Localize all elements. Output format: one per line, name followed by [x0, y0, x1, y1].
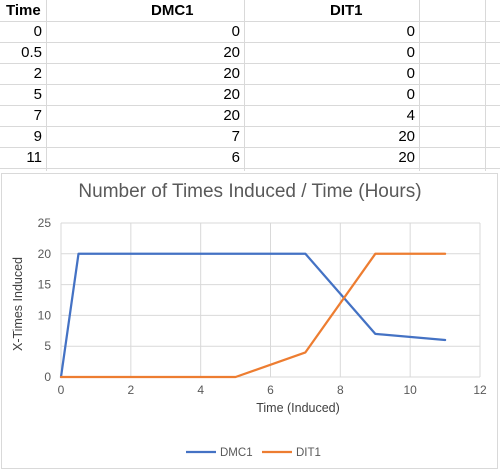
- legend-item-dmc1: DMC1: [186, 447, 253, 459]
- x-tick-label: 4: [197, 383, 204, 397]
- row-divider: [0, 168, 500, 169]
- table-cell[interactable]: 20: [223, 65, 240, 82]
- row-divider: [0, 63, 500, 64]
- y-axis-title: X-Times Induced: [11, 257, 25, 351]
- column-divider: [244, 0, 245, 171]
- table-cell[interactable]: 20: [398, 128, 415, 145]
- row-divider: [0, 84, 500, 85]
- column-divider: [46, 0, 47, 171]
- table-cell[interactable]: 0: [406, 44, 415, 61]
- gridlines: [60, 222, 481, 378]
- table-cell[interactable]: 0: [406, 65, 415, 82]
- row-divider: [0, 42, 500, 43]
- x-tick-label: 10: [403, 383, 417, 397]
- y-tick-label: 25: [38, 216, 52, 230]
- y-axis: 0 5 10 15 20 25: [38, 216, 52, 384]
- chart-object[interactable]: Number of Times Induced / Time (Hours) 0…: [1, 173, 498, 469]
- table-cell[interactable]: 7: [33, 107, 42, 124]
- x-axis: 0 2 4 6 8 10 12: [58, 383, 487, 397]
- series-line-dit1: [59, 252, 447, 379]
- y-tick-label: 5: [44, 339, 51, 353]
- header-cell-dmc1[interactable]: DMC1: [151, 2, 194, 19]
- header-cell-dit1[interactable]: DIT1: [330, 2, 363, 19]
- column-divider: [419, 0, 420, 171]
- x-tick-label: 12: [473, 383, 487, 397]
- x-tick-label: 8: [337, 383, 344, 397]
- series-line-dmc1: [59, 252, 447, 379]
- y-tick-label: 20: [38, 247, 52, 261]
- row-divider: [0, 105, 500, 106]
- legend-label: DMC1: [220, 447, 253, 459]
- legend-item-dit1: DIT1: [262, 447, 321, 459]
- table-cell[interactable]: 20: [223, 107, 240, 124]
- table-cell[interactable]: 20: [398, 149, 415, 166]
- table-cell[interactable]: 11: [26, 149, 42, 166]
- x-tick-label: 2: [127, 383, 134, 397]
- table-cell[interactable]: 9: [33, 128, 42, 145]
- row-divider: [0, 147, 500, 148]
- spreadsheet: Time DMC1 DIT1 0 0 0 0.5 20 0 2 20 0 5 2…: [0, 0, 500, 171]
- table-cell[interactable]: 0: [406, 86, 415, 103]
- table-cell[interactable]: 20: [223, 86, 240, 103]
- x-axis-title: Time (Induced): [256, 401, 340, 415]
- table-cell[interactable]: 2: [33, 65, 42, 82]
- table-cell[interactable]: 4: [406, 107, 415, 124]
- table-cell[interactable]: 0: [33, 23, 42, 40]
- table-cell[interactable]: 0: [406, 23, 415, 40]
- chart-title: Number of Times Induced / Time (Hours): [78, 181, 421, 202]
- column-divider: [485, 0, 486, 171]
- header-cell-time[interactable]: Time: [6, 2, 41, 19]
- table-cell[interactable]: 7: [231, 128, 240, 145]
- table-cell[interactable]: 5: [33, 86, 42, 103]
- legend-label: DIT1: [296, 447, 321, 459]
- row-divider: [0, 126, 500, 127]
- x-tick-label: 6: [267, 383, 274, 397]
- x-tick-label: 0: [58, 383, 65, 397]
- plot-series: [59, 252, 447, 379]
- table-cell[interactable]: 0.5: [21, 44, 42, 61]
- table-cell[interactable]: 0: [231, 23, 240, 40]
- y-tick-label: 10: [38, 308, 52, 322]
- row-divider: [0, 21, 500, 22]
- y-tick-label: 0: [44, 370, 51, 384]
- legend: DMC1 DIT1: [186, 447, 321, 459]
- table-cell[interactable]: 6: [231, 149, 240, 166]
- table-cell[interactable]: 20: [223, 44, 240, 61]
- y-tick-label: 15: [38, 278, 52, 292]
- line-chart: Number of Times Induced / Time (Hours) 0…: [11, 181, 487, 459]
